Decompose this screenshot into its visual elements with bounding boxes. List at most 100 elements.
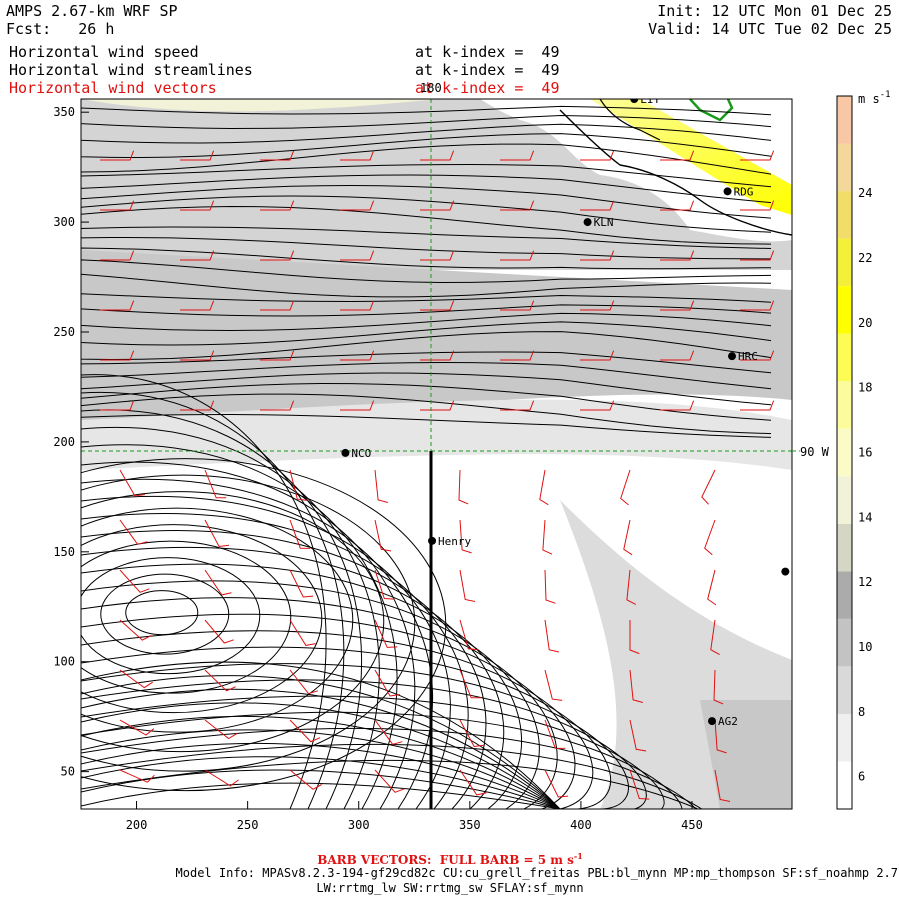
wind-barb (289, 769, 322, 790)
colorbar-tick-label: 16 (858, 446, 872, 460)
wind-barb (374, 669, 400, 697)
wind-barb (544, 719, 566, 749)
station-label: RDG (734, 185, 754, 198)
streamline (81, 143, 772, 175)
wind-barb (204, 669, 236, 692)
lon-90w-label: 90 W (800, 445, 830, 459)
streamline (81, 133, 772, 159)
wind-barb (500, 300, 535, 311)
streamline (81, 743, 703, 809)
wind-barb (580, 200, 615, 211)
x-axis: 200 250 300 350 400 450 (126, 801, 703, 832)
station-label: NCO (351, 447, 371, 460)
field-name-speed: Horizontal wind speed (9, 43, 199, 61)
wind-barb (204, 519, 230, 548)
streamline (81, 372, 772, 406)
station-label: HRC (738, 350, 758, 363)
colorbar-tick-label: 12 (858, 575, 872, 589)
wind-barb (500, 150, 535, 161)
station-dot (728, 352, 737, 361)
wind-barb (260, 150, 295, 161)
wind-barb (100, 400, 135, 411)
wind-barb (459, 519, 472, 554)
wind-barb (740, 400, 775, 411)
streamline (81, 226, 772, 249)
colorbar-tick-label: 18 (858, 381, 872, 395)
wind-barb (459, 569, 476, 602)
streamline (81, 557, 261, 675)
wind-barb (260, 250, 295, 261)
wind-barb (459, 719, 485, 748)
x-tick-label: 450 (681, 818, 703, 832)
plot-frame (80, 98, 793, 810)
wind-barb (340, 200, 375, 211)
streamline (81, 782, 561, 809)
wind-barb (544, 569, 556, 604)
streamline (81, 321, 772, 346)
streamline (81, 304, 772, 317)
colorbar-swatch (837, 476, 852, 524)
wind-barb (740, 150, 775, 161)
streamline (81, 413, 772, 438)
streamline (81, 688, 561, 809)
wind-barb (204, 769, 239, 787)
y-tick-label: 150 (53, 545, 75, 559)
forecast-hour: Fcst: 26 h (6, 20, 115, 38)
wind-barb (459, 619, 479, 651)
wind-barb (374, 619, 398, 648)
wind-barb (180, 350, 215, 361)
streamline (81, 374, 327, 809)
wind-barb (701, 469, 716, 505)
streamline (81, 474, 416, 772)
wind-barb (180, 400, 215, 411)
wind-barb (714, 719, 727, 754)
wind-barb (204, 469, 227, 499)
colorbar-tick-label: 8 (858, 705, 865, 719)
streamline (81, 711, 683, 809)
wind-barb (420, 150, 455, 161)
streamline (81, 409, 362, 809)
wind-barb (500, 350, 535, 361)
wind-barb (340, 250, 375, 261)
y-axis: 350 300 250 200 150 100 50 (53, 105, 89, 779)
wind-barb (707, 569, 717, 606)
field-name-vectors: Horizontal wind vectors (9, 79, 217, 97)
colorbar-swatch (837, 618, 852, 667)
wind-barb (500, 250, 535, 261)
streamline (81, 630, 594, 809)
wind-barb (340, 300, 375, 311)
wind-barb (374, 569, 395, 600)
wind-barb (420, 300, 455, 311)
wind-barb (340, 150, 375, 161)
wind-barb (420, 200, 455, 211)
wind-barb (660, 300, 695, 311)
station-dot (708, 717, 717, 726)
speed-shade-southeast-dark (700, 700, 792, 809)
coastline-inlet (599, 99, 661, 141)
streamline (81, 331, 772, 361)
colorbar-swatch (837, 523, 852, 572)
streamline (81, 679, 647, 809)
streamline (81, 114, 772, 130)
colorbar-swatch (837, 428, 852, 477)
wind-barb (458, 469, 469, 505)
model-info: Model Info: MPASv8.2.3-194-gf29cd82c CU:… (175, 866, 898, 880)
station-label: AG2 (718, 715, 738, 728)
wind-barb (542, 519, 553, 555)
streamline (81, 702, 561, 809)
colorbar-swatch (837, 238, 852, 287)
colorbar-frame (836, 95, 853, 810)
wind-barb (289, 719, 321, 743)
y-tick-label: 300 (53, 215, 75, 229)
wind-barb (710, 619, 720, 656)
streamline (81, 646, 612, 809)
wind-barb (180, 250, 215, 261)
wind-barb (580, 250, 615, 261)
y-tick-label: 250 (53, 325, 75, 339)
wind-barb (204, 569, 232, 596)
wind-barb (119, 769, 155, 783)
field-level-streamlines: at k-index = 49 (415, 61, 560, 79)
streamline (81, 695, 665, 809)
streamline (81, 661, 561, 809)
